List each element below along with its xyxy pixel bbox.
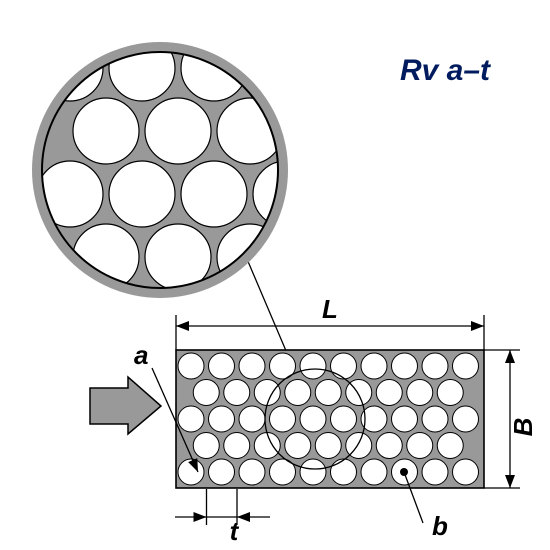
sheet-hole bbox=[254, 433, 280, 459]
sheet-hole bbox=[209, 406, 235, 432]
sheet-hole bbox=[331, 406, 357, 432]
zoom-hole bbox=[145, 98, 211, 164]
title-text: Rv a–t bbox=[400, 54, 492, 87]
sheet-hole bbox=[331, 353, 357, 379]
dim-b-label: b bbox=[432, 511, 448, 541]
zoom-hole bbox=[253, 35, 319, 101]
sheet-hole bbox=[331, 459, 357, 485]
direction-arrow bbox=[90, 377, 161, 434]
sheet-hole bbox=[193, 433, 219, 459]
sheet-hole bbox=[224, 433, 250, 459]
sheet-hole bbox=[422, 406, 448, 432]
zoom-hole bbox=[37, 287, 103, 353]
sheet-hole bbox=[437, 433, 463, 459]
sheet-hole bbox=[300, 459, 326, 485]
zoom-hole bbox=[73, 98, 139, 164]
sheet-hole bbox=[453, 406, 479, 432]
sheet-hole bbox=[392, 406, 418, 432]
dim-B-label: B bbox=[508, 418, 538, 437]
sheet-hole bbox=[209, 353, 235, 379]
sheet-hole bbox=[453, 353, 479, 379]
dim-L-label: L bbox=[322, 294, 338, 324]
sheet-hole bbox=[239, 406, 265, 432]
sheet-hole bbox=[376, 433, 402, 459]
sheet-hole bbox=[407, 380, 433, 406]
sheet-hole bbox=[285, 380, 311, 406]
zoom-hole bbox=[289, 98, 355, 164]
dim-b-dot bbox=[400, 468, 408, 476]
sheet-hole bbox=[422, 353, 448, 379]
sheet-hole bbox=[285, 433, 311, 459]
sheet-hole bbox=[361, 353, 387, 379]
sheet-hole bbox=[422, 459, 448, 485]
zoom-hole bbox=[289, 224, 355, 290]
dim-t-label: t bbox=[230, 516, 240, 546]
sheet-hole bbox=[254, 380, 280, 406]
sheet-hole bbox=[224, 380, 250, 406]
sheet-hole bbox=[392, 353, 418, 379]
sheet-hole bbox=[361, 459, 387, 485]
sheet-hole bbox=[315, 433, 341, 459]
sheet-hole bbox=[193, 380, 219, 406]
sheet-hole bbox=[209, 459, 235, 485]
sheet-hole bbox=[437, 380, 463, 406]
zoom-detail bbox=[2, 12, 355, 353]
sheet-hole bbox=[453, 459, 479, 485]
sheet-hole bbox=[407, 433, 433, 459]
sheet-hole bbox=[300, 406, 326, 432]
zoom-hole bbox=[109, 161, 175, 227]
sheet-hole bbox=[239, 353, 265, 379]
sheet-hole bbox=[376, 380, 402, 406]
zoom-hole bbox=[181, 287, 247, 353]
sheet-hole bbox=[315, 380, 341, 406]
dim-a-label: a bbox=[134, 340, 148, 370]
sheet-hole bbox=[239, 459, 265, 485]
sheet-hole bbox=[300, 353, 326, 379]
sheet-hole bbox=[178, 406, 204, 432]
sheet-hole bbox=[270, 406, 296, 432]
zoom-hole bbox=[181, 161, 247, 227]
sheet-hole bbox=[178, 353, 204, 379]
